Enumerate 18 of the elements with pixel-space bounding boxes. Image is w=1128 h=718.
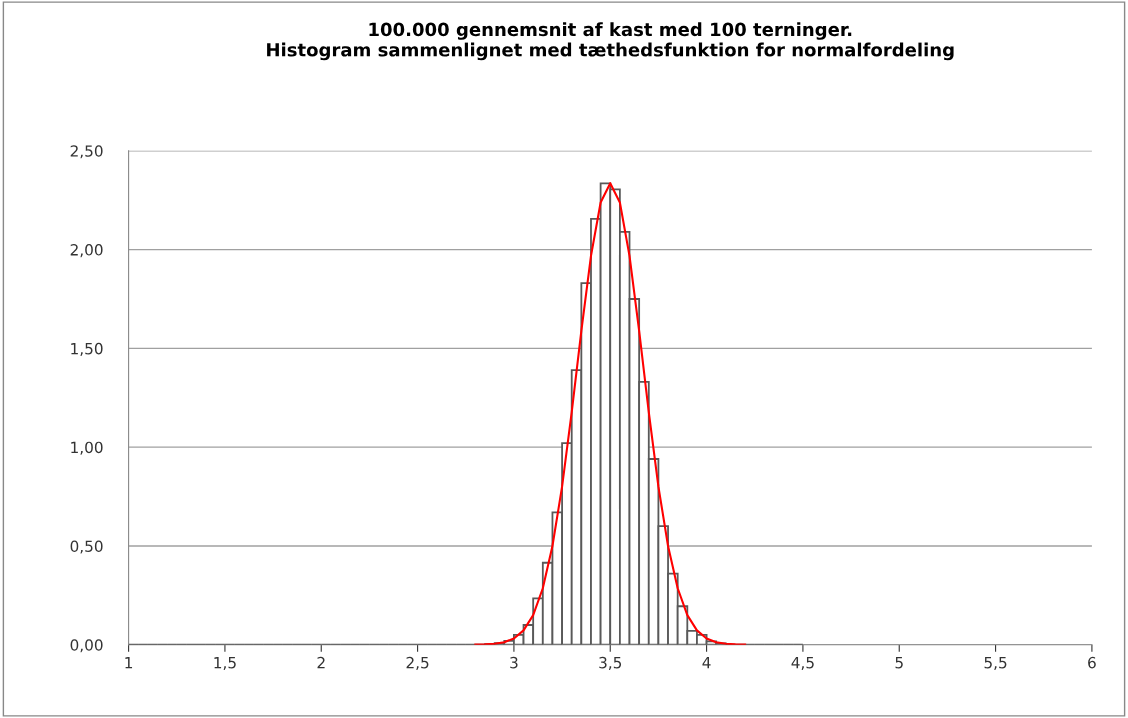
y-tick-label: 1,50 — [71, 342, 103, 356]
y-tick-label: 1,00 — [71, 441, 103, 455]
x-tick-label: 1,5 — [214, 657, 236, 670]
y-tick-label: 2,00 — [70, 244, 103, 258]
y-tick-label: 2,50 — [70, 145, 103, 159]
x-tick-label: 4,5 — [791, 657, 814, 670]
x-tick-label: 3,5 — [599, 656, 622, 670]
x-tick-label: 5 — [895, 657, 903, 669]
x-tick-label: 2,5 — [406, 656, 429, 670]
x-tick-label: 2 — [317, 656, 325, 669]
x-tick-label: 6 — [1088, 656, 1096, 669]
y-tick-label: 0,50 — [70, 540, 103, 554]
x-tick-label: 4 — [702, 657, 711, 669]
y-tick-label: 0,00 — [70, 639, 103, 653]
x-tick-label: 5,5 — [984, 657, 1007, 670]
x-tick-label: 3 — [510, 656, 518, 669]
chart-title: 100.000 gennemsnit af kast med 100 terninger. Histogram sammenlignet med tæthedsfunktion for normalfordeling — [267, 22, 954, 61]
x-tick-label: 1 — [125, 657, 133, 669]
